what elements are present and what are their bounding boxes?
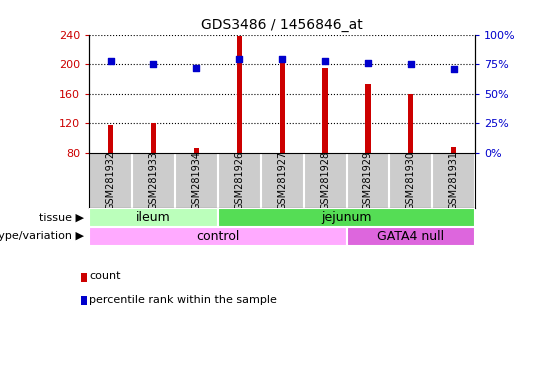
Text: GSM281932: GSM281932 <box>105 151 116 210</box>
Point <box>192 65 201 71</box>
Bar <box>194 148 199 153</box>
Point <box>407 61 415 67</box>
Bar <box>108 125 113 153</box>
Bar <box>366 84 370 153</box>
Text: jejunum: jejunum <box>321 211 372 224</box>
Bar <box>451 147 456 153</box>
Text: tissue ▶: tissue ▶ <box>39 212 84 222</box>
Bar <box>347 227 475 246</box>
Text: GATA4 null: GATA4 null <box>377 230 444 243</box>
Bar <box>408 94 414 153</box>
Bar <box>280 60 285 153</box>
Text: count: count <box>89 271 120 281</box>
Bar <box>89 227 347 246</box>
Text: ileum: ileum <box>136 211 171 224</box>
Text: GSM281929: GSM281929 <box>363 151 373 210</box>
Point <box>149 61 158 67</box>
Text: GSM281930: GSM281930 <box>406 151 416 210</box>
Bar <box>322 68 328 153</box>
Point <box>363 60 372 66</box>
Bar <box>89 208 218 227</box>
Text: percentile rank within the sample: percentile rank within the sample <box>89 295 277 305</box>
Point <box>278 56 286 63</box>
Point <box>449 66 458 72</box>
Bar <box>237 36 242 153</box>
Text: GSM281934: GSM281934 <box>191 151 201 210</box>
Text: control: control <box>196 230 239 243</box>
Title: GDS3486 / 1456846_at: GDS3486 / 1456846_at <box>201 18 363 32</box>
Text: genotype/variation ▶: genotype/variation ▶ <box>0 231 84 241</box>
Text: GSM281933: GSM281933 <box>148 151 158 210</box>
Bar <box>218 208 475 227</box>
Point <box>235 56 244 63</box>
Text: GSM281926: GSM281926 <box>234 151 244 210</box>
Text: GSM281931: GSM281931 <box>449 151 459 210</box>
Point <box>106 58 115 64</box>
Text: GSM281928: GSM281928 <box>320 151 330 210</box>
Point <box>321 58 329 64</box>
Text: GSM281927: GSM281927 <box>277 151 287 210</box>
Bar <box>151 123 156 153</box>
